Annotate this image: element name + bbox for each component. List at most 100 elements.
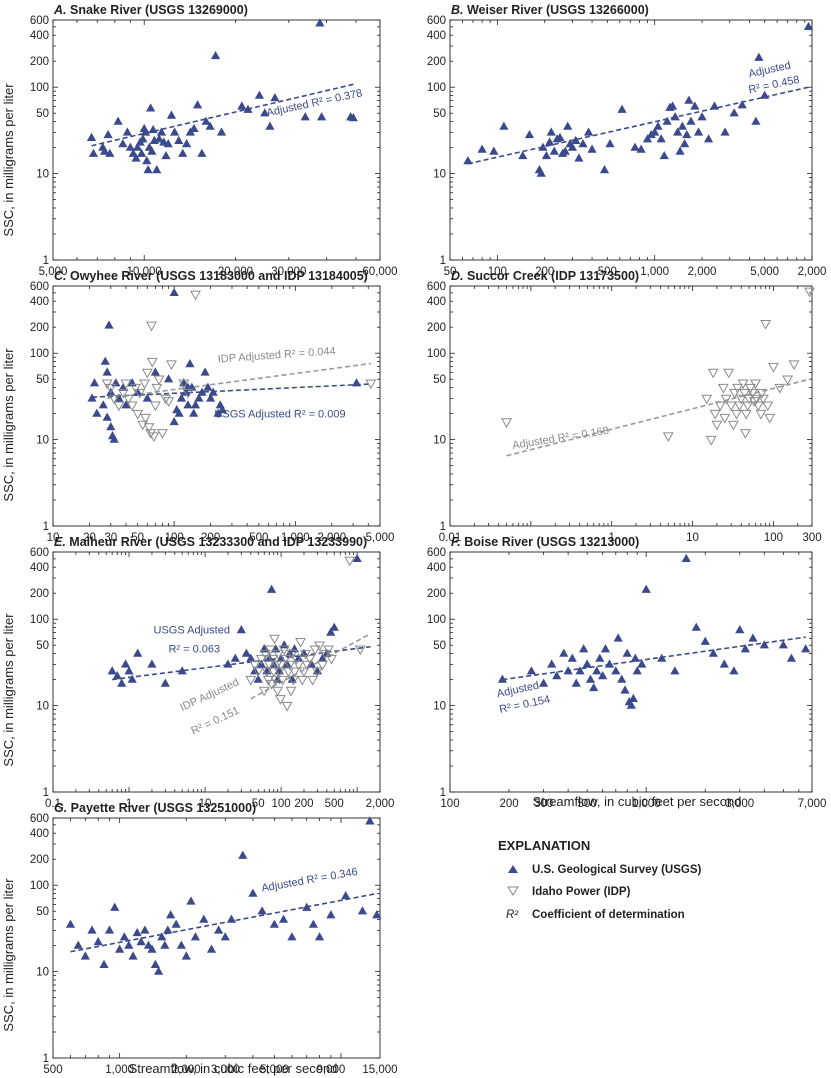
fit-annotation: Adjusted R² = 0.346 [261,866,359,895]
y-tick-label: 200 [30,854,49,866]
usgs-point [680,139,690,148]
x-tick-label: 100 [764,532,783,544]
usgs-point [121,400,131,409]
usgs-point [598,671,608,680]
idp-point [707,368,719,379]
usgs-point [604,659,615,668]
usgs-point [489,146,499,155]
usgs-point [563,121,573,130]
y-tick-label: 400 [427,296,446,308]
usgs-point [164,374,174,383]
idp-point [178,379,190,390]
usgs-point [80,951,90,960]
usgs-point [759,640,769,649]
plot-frame [52,551,381,793]
y-tick-label: 10 [433,435,446,447]
usgs-point [628,693,638,702]
usgs-point [697,112,707,121]
panel-letter: B. [451,3,467,17]
usgs-point [131,153,141,162]
usgs-point [585,674,596,683]
usgs-point [166,910,176,919]
idp-point [163,397,175,408]
x-tick-label: 50 [252,798,265,810]
idp-point [153,375,165,386]
fit-annotation: USGS Adjusted [154,625,230,637]
usgs-point [317,653,328,662]
usgs-point [142,393,152,402]
idp-point [117,388,129,399]
usgs-point [578,139,588,148]
idp-point [140,413,151,424]
usgs-point [287,674,297,683]
usgs-point [140,127,151,136]
usgs-point [641,584,651,593]
idp-point [307,675,319,686]
usgs-point [719,659,729,668]
usgs-point [642,134,653,143]
usgs-point [150,959,160,968]
usgs-point [524,129,535,139]
idp-point [264,645,276,656]
usgs-point [659,150,669,160]
usgs-point [87,925,97,934]
x-tick-label: 30 [104,532,117,544]
usgs-point [599,165,610,174]
usgs-point [526,666,537,675]
usgs-point [181,951,191,960]
x-tick-label: 0.01 [439,532,461,544]
idp-point [272,686,284,697]
usgs-point [118,139,128,148]
idp-point [126,401,138,412]
y-tick-label: 400 [427,562,446,574]
usgs-point [210,50,221,60]
x-tick-label: 20 [83,532,96,544]
y-tick-label: 600 [30,813,49,825]
idp-point [146,357,158,368]
y-tick-label: 600 [427,15,446,27]
usgs-point [241,648,252,657]
y-tick-label: 1 [43,787,49,799]
plot-frame [52,19,381,261]
usgs-point [617,104,627,113]
idp-point [249,660,261,671]
x-tick-label: 5,000 [39,266,68,278]
usgs-point [147,659,157,668]
usgs-point [682,129,692,139]
usgs-point [197,387,207,396]
y-tick-label: 600 [427,281,446,293]
usgs-point [690,101,700,110]
x-tick-label: 5,000 [750,266,779,278]
usgs-point [89,378,100,387]
y-tick-label: 200 [427,322,446,334]
usgs-point [684,95,694,104]
usgs-point [294,653,304,662]
usgs-point [630,653,640,662]
idp-point [365,379,377,390]
idp-point [740,409,752,420]
usgs-point [563,666,573,675]
x-tick-label: 2,000 [172,1064,201,1076]
usgs-point [138,134,148,143]
usgs-point [622,648,632,657]
usgs-point [545,137,555,146]
usgs-point [160,940,170,949]
usgs-point [675,146,685,155]
idp-point [311,667,323,678]
usgs-point [632,666,642,675]
usgs-point [183,382,193,391]
usgs-point [567,653,577,662]
usgs-point [161,150,171,160]
idp-point [132,409,144,420]
legend-usgs-label: U.S. Geological Survey (USGS) [532,864,702,876]
legend-idp-label: Idaho Power (IDP) [532,886,631,898]
usgs-point [194,393,204,402]
usgs-point [670,666,680,675]
panel-title: E. Malheur River (USGS 13233300 and IDP … [54,535,367,549]
panel-letter: A. [53,3,70,17]
y-tick-label: 100 [30,82,49,94]
usgs-point [220,932,230,941]
idp-point [723,368,735,379]
idp-point [266,679,278,690]
usgs-point [104,320,114,329]
